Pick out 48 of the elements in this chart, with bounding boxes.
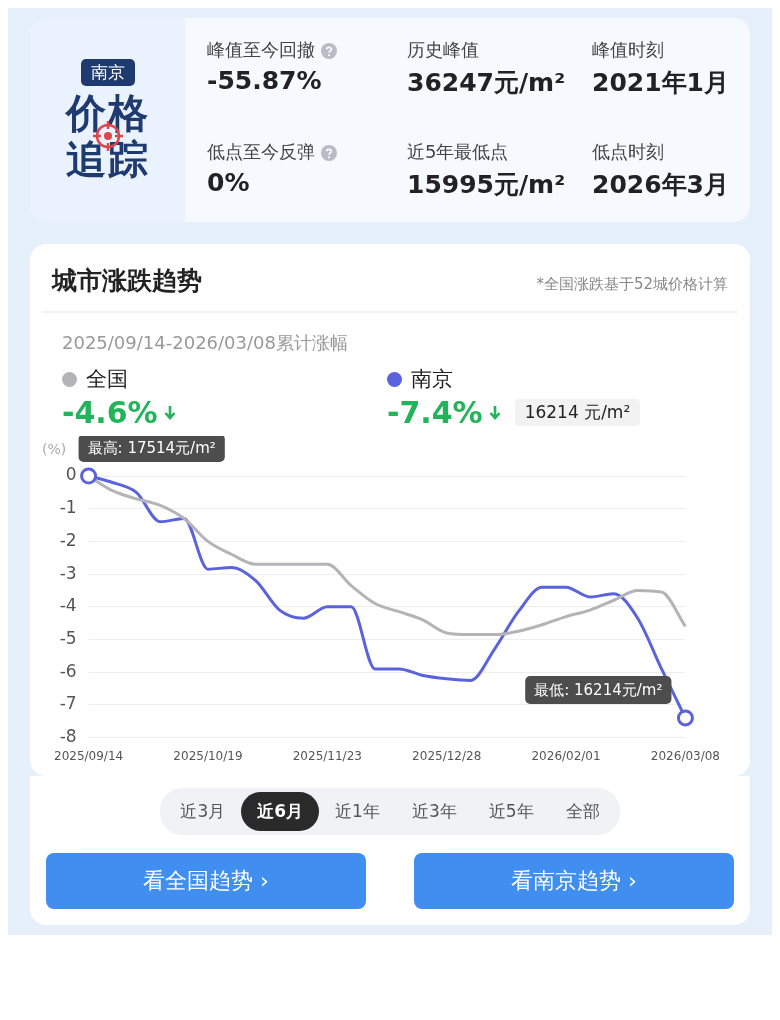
y-tick-label: -8 — [59, 726, 77, 747]
text: 看南京趋势 › — [511, 867, 637, 895]
x-tick-label: 2025/12/28 — [412, 748, 482, 763]
text: 全部 — [565, 801, 600, 821]
text: 历史峰值 — [407, 39, 479, 60]
y-tick-label: -2 — [59, 529, 77, 550]
text: 近1年 — [335, 801, 380, 821]
y-tick-label: -5 — [59, 627, 77, 648]
x-tick-label: 2026/03/08 — [650, 748, 720, 763]
y-tick-label: -1 — [59, 497, 77, 518]
text: 近5年 — [488, 801, 534, 821]
text: -7.4% — [387, 395, 483, 430]
text: 近5年最低点 — [407, 141, 509, 162]
x-tick-label: 2025/11/23 — [292, 748, 362, 763]
text: 2026年3月 — [592, 170, 729, 199]
x-tick-label: 2026/02/01 — [531, 748, 601, 763]
text: 价格追踪 — [65, 89, 150, 182]
text: -55.87% — [207, 66, 322, 95]
y-tick-label: -4 — [59, 595, 77, 616]
annotation: 最高: 17514元/m² — [87, 438, 216, 457]
text: 低点至今反弹 — [207, 141, 315, 162]
text: 0% — [207, 168, 250, 197]
text: 近3年 — [411, 801, 457, 821]
chart-title: 城市涨跌趋势 — [52, 266, 202, 295]
y-tick-label: -6 — [59, 660, 77, 681]
text: 36247元/m² — [407, 68, 566, 97]
text: 2021年1月 — [592, 68, 729, 97]
text: 峰值时刻 — [592, 39, 664, 60]
y-axis-title: (%) — [42, 441, 67, 457]
text: 近3月 — [180, 801, 226, 821]
text: -4.6% — [62, 395, 158, 430]
text: 低点时刻 — [592, 141, 664, 162]
text: *全国涨跌基于52城价格计算 — [536, 275, 728, 293]
annotation: 最低: 16214元/m² — [534, 680, 663, 699]
x-tick-label: 2025/10/19 — [173, 748, 243, 763]
text: 看全国趋势 › — [143, 867, 269, 895]
y-tick-label: 0 — [65, 464, 77, 485]
text: 15995元/m² — [407, 170, 566, 199]
y-tick-label: -3 — [59, 562, 77, 583]
text: 近6月 — [257, 801, 304, 821]
text: 南京 — [90, 61, 125, 82]
legend-label: 全国 — [86, 366, 128, 393]
y-tick-label: -7 — [59, 693, 77, 714]
text: 16214 元/m² — [524, 402, 631, 422]
legend-label: 南京 — [411, 366, 453, 393]
x-tick-label: 2025/09/14 — [54, 748, 124, 763]
text: 峰值至今回撤 — [207, 39, 315, 60]
chart-subtitle: 2025/09/14-2026/03/08累计涨幅 — [62, 332, 348, 353]
